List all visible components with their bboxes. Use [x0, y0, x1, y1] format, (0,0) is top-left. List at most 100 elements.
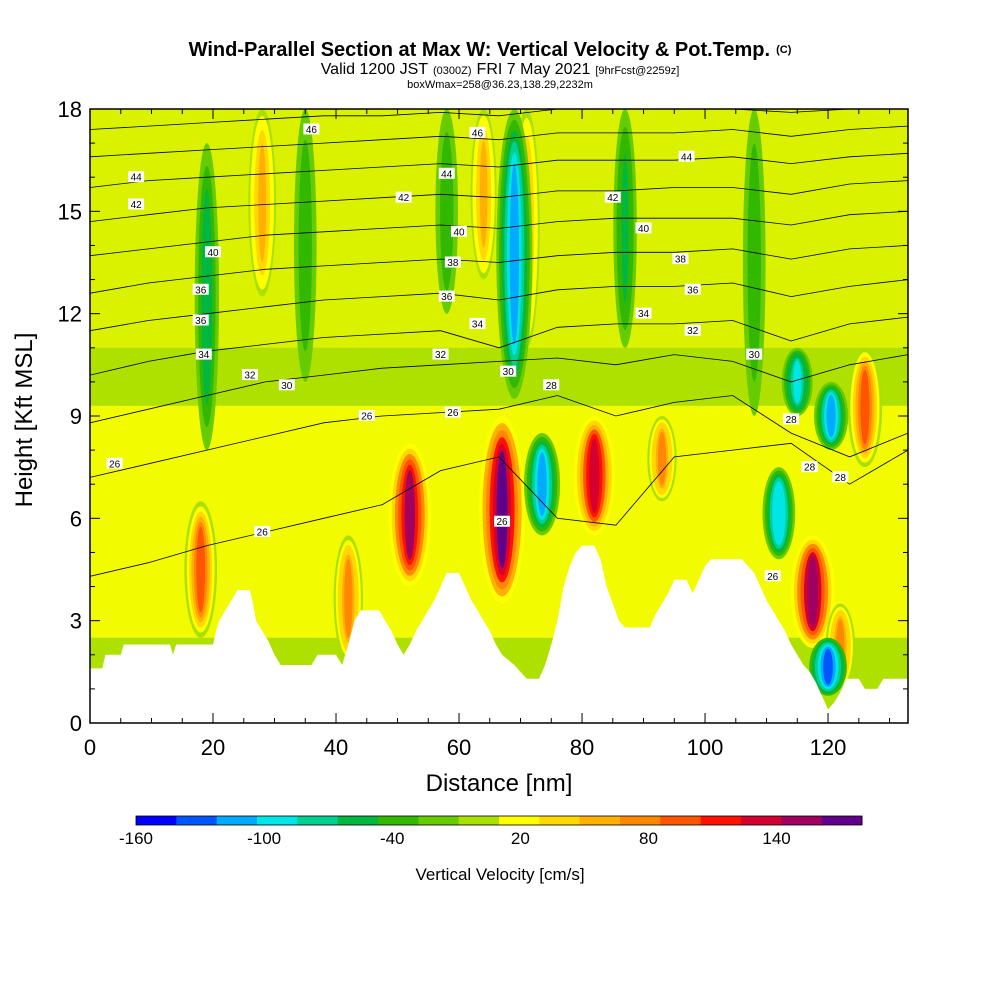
y-axis-label: Height [Kft MSL]: [11, 333, 38, 508]
colorbar-swatch-0: [136, 816, 177, 825]
contour-label-text: 42: [398, 193, 410, 204]
updraft-column-9-level-5: [807, 556, 819, 627]
downdraft-column-8-level-5: [443, 147, 451, 276]
colorbar-tick-label: -160: [119, 829, 153, 848]
colorbar-swatch-16: [781, 816, 823, 825]
colorbar: -160 -100 -40 20 80 140: [119, 815, 863, 848]
downdraft-column-10-level-5: [750, 166, 758, 359]
subtitle-utc: (0300Z): [433, 65, 472, 77]
contour-label-1: 46: [469, 126, 486, 139]
subtitle-date: FRI 7 May 2021: [477, 61, 591, 78]
downdraft-column-0-level-5: [509, 163, 520, 345]
contour-label-text: 44: [441, 169, 453, 180]
contour-label-text: 32: [244, 371, 256, 382]
subtitle-forecast: [9hrFcst@2259z]: [595, 65, 679, 77]
isentrope-32: [90, 316, 908, 376]
colorbar-tick-label: 20: [511, 829, 530, 848]
contour-label-bg: [444, 406, 461, 418]
contour-label-11: 38: [444, 256, 461, 269]
contour-label-28: 28: [801, 461, 818, 474]
isentrope-30: [90, 354, 908, 424]
contour-label-text: 26: [257, 527, 269, 538]
contour-label-bg: [254, 525, 271, 537]
contour-label-bg: [684, 283, 701, 295]
isentrope-40: [90, 180, 908, 222]
colorbar-swatch-8: [458, 816, 500, 825]
contour-label-26: 28: [543, 379, 560, 392]
isentrope-28: [90, 395, 908, 478]
contour-label-text: 26: [109, 459, 121, 470]
y-tick-label: 12: [58, 302, 82, 327]
colorbar-tick-label: 140: [762, 829, 790, 848]
updraft-column-8-level-5: [657, 431, 667, 486]
colorbar-swatch-17: [821, 816, 863, 825]
contour-label-text: 30: [281, 381, 293, 392]
colorbar-tick-label: -100: [247, 829, 281, 848]
contour-label-text: 44: [131, 173, 143, 184]
contour-label-24: 30: [500, 365, 517, 378]
isentrope-34: [90, 279, 908, 332]
contour-label-15: 36: [684, 283, 701, 296]
chart-subtitle: Valid 1200 JST (0300Z) FRI 7 May 2021 [9hrF…: [321, 61, 680, 78]
contour-label-text: 36: [441, 292, 453, 303]
contour-label-text: 30: [749, 350, 761, 361]
contour-label-bg: [469, 317, 486, 329]
contour-label-text: 34: [472, 319, 484, 330]
contour-label-bg: [128, 171, 145, 183]
contour-label-bg: [358, 410, 375, 421]
isentrope-42: [90, 152, 908, 188]
y-tick-label: 15: [58, 199, 82, 224]
contour-label-text: 42: [607, 193, 619, 204]
contour-label-bg: [543, 379, 560, 391]
contour-label-text: 46: [472, 128, 484, 139]
contour-label-bg: [635, 222, 652, 234]
colorbar-swatch-1: [176, 816, 218, 825]
colorbar-swatch-11: [579, 816, 621, 825]
downdraft-column-1-level-5: [537, 452, 547, 517]
contour-label-text: 30: [503, 367, 515, 378]
contour-label-0: 46: [303, 123, 320, 136]
contour-label-2: 44: [128, 171, 145, 184]
plot-area: 46 46 44 44 44 42 42 42 40 40 40 38 38 36 36 36 36 34 34 34…: [90, 109, 908, 723]
colorbar-label: Vertical Velocity [cm/s]: [415, 865, 584, 884]
contour-label-bg: [801, 461, 818, 473]
contour-label-31: 26: [444, 406, 461, 419]
updraft-column-2-level-5: [344, 559, 353, 638]
contour-label-bg: [432, 348, 449, 360]
contour-label-3: 44: [438, 167, 455, 180]
contour-label-text: 40: [638, 224, 650, 235]
contour-label-text: 38: [675, 255, 687, 266]
contour-label-bg: [783, 413, 800, 425]
contour-label-bg: [494, 515, 511, 527]
contour-label-bg: [604, 191, 621, 203]
contour-labels: 46 46 44 44 44 42 42 42 40 40 40 38 38 36 36 36 36 34 34 34…: [106, 123, 849, 583]
contour-label-19: 34: [195, 348, 212, 361]
contour-label-text: 40: [453, 227, 465, 238]
contour-label-34: 26: [494, 515, 511, 528]
contour-label-32: 26: [106, 457, 123, 470]
isentrope-36: [90, 245, 908, 294]
contour-label-14: 36: [438, 290, 455, 303]
isentrope-46: [90, 109, 908, 130]
contour-label-bg: [128, 198, 145, 210]
contour-label-bg: [278, 379, 295, 391]
contour-label-bg: [469, 126, 486, 138]
colorbar-swatch-6: [378, 816, 419, 825]
contour-label-bg: [438, 290, 455, 302]
contour-label-text: 28: [804, 463, 816, 474]
contour-label-9: 40: [451, 225, 468, 238]
colorbar-swatch-2: [216, 816, 258, 825]
contour-label-bg: [192, 283, 209, 295]
contour-label-29: 28: [832, 471, 849, 484]
contour-label-text: 26: [447, 408, 459, 419]
contour-label-bg: [444, 256, 461, 268]
contour-label-text: 26: [497, 517, 509, 528]
contour-label-8: 40: [205, 246, 222, 259]
contour-label-23: 30: [278, 379, 295, 392]
x-tick-label: 100: [687, 735, 724, 760]
updraft-column-4-level-5: [479, 140, 488, 248]
downdraft-column-5-level-5: [826, 394, 836, 438]
colorbar-swatch-7: [418, 816, 460, 825]
